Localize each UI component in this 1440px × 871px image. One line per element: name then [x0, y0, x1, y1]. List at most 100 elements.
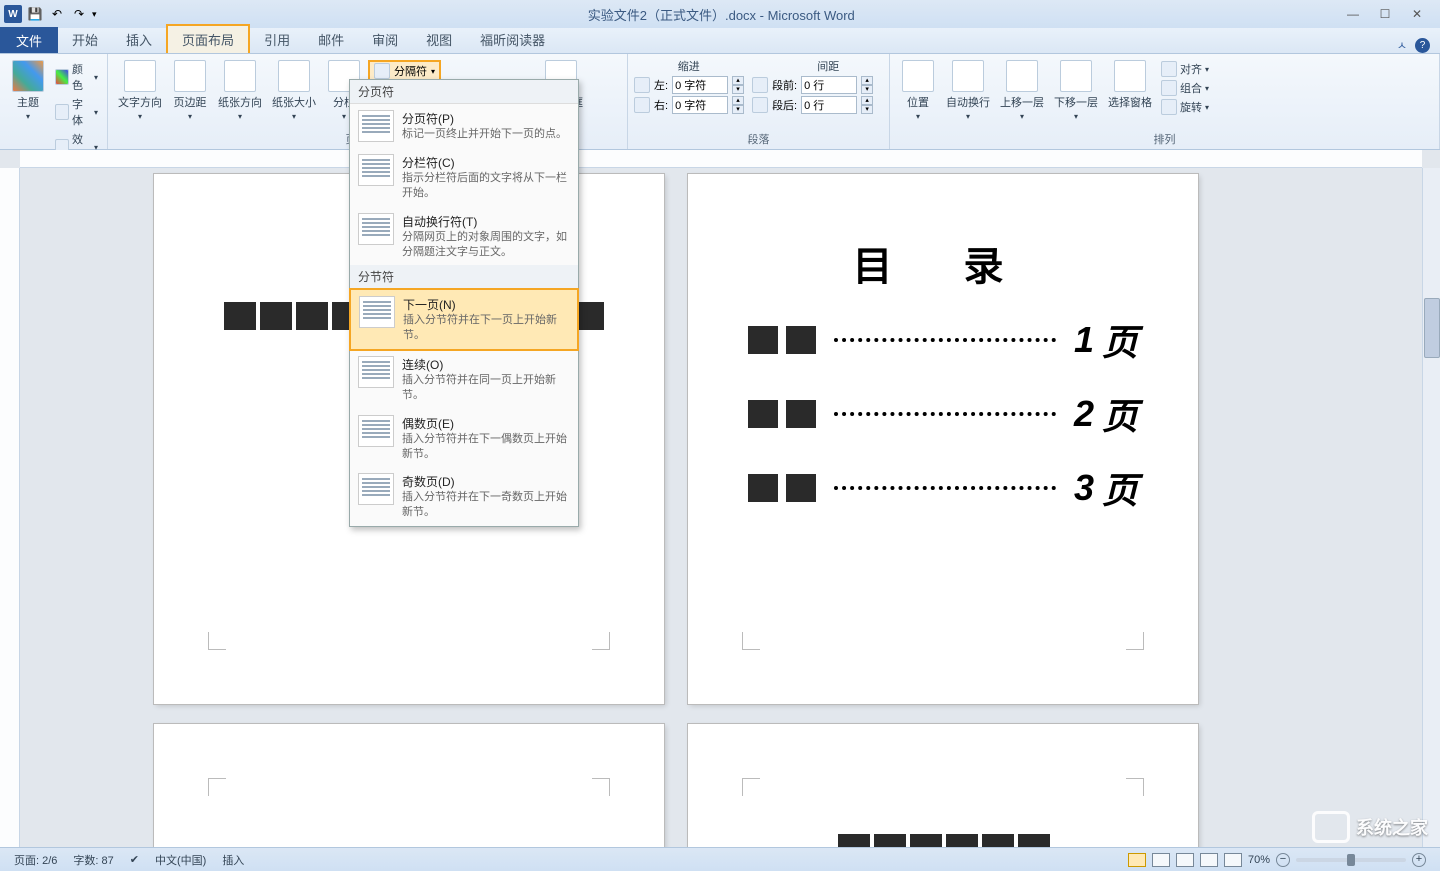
continuous-section-item[interactable]: 连续(O)插入分节符并在同一页上开始新节。: [350, 350, 578, 409]
odd-page-section-icon: [358, 473, 394, 505]
document-area: 目 录 1 页 2 页 3 页: [0, 150, 1440, 847]
wrap-text-button[interactable]: 自动换行▾: [942, 58, 994, 123]
web-layout-view-icon[interactable]: [1176, 853, 1194, 867]
align-icon: [1161, 61, 1177, 77]
page-break-icon: [358, 110, 394, 142]
zoom-slider[interactable]: [1296, 858, 1406, 862]
tab-home[interactable]: 开始: [58, 26, 112, 53]
group-paragraph: 缩进 间距 左:▴▾ 段前:▴▾ 右:▴▾ 段后:▴▾ 段落: [628, 54, 890, 149]
orientation-button[interactable]: 纸张方向▾: [214, 58, 266, 123]
horizontal-ruler[interactable]: [20, 150, 1422, 168]
zoom-in-button[interactable]: +: [1412, 853, 1426, 867]
position-button[interactable]: 位置▾: [896, 58, 940, 123]
tab-mailings[interactable]: 邮件: [304, 26, 358, 53]
margins-icon: [174, 60, 206, 92]
tab-view[interactable]: 视图: [412, 26, 466, 53]
margins-button[interactable]: 页边距▾: [168, 58, 212, 123]
spin-down[interactable]: ▾: [732, 85, 744, 94]
status-page[interactable]: 页面: 2/6: [6, 852, 65, 868]
print-layout-view-icon[interactable]: [1128, 853, 1146, 867]
zoom-out-button[interactable]: −: [1276, 853, 1290, 867]
indent-label: 缩进: [678, 58, 700, 74]
redo-icon[interactable]: ↷: [70, 5, 88, 23]
close-button[interactable]: ✕: [1410, 7, 1424, 21]
tab-references[interactable]: 引用: [250, 26, 304, 53]
document-page-2[interactable]: 目 录 1 页 2 页 3 页: [688, 174, 1198, 704]
selection-pane-button[interactable]: 选择窗格: [1104, 58, 1156, 112]
column-break-icon: [358, 154, 394, 186]
status-bar: 页面: 2/6 字数: 87 ✔ 中文(中国) 插入 70% − +: [0, 847, 1440, 871]
document-page-4[interactable]: [688, 724, 1198, 847]
bring-forward-icon: [1006, 60, 1038, 92]
text-wrapping-break-item[interactable]: 自动换行符(T)分隔网页上的对象周围的文字，如分隔题注文字与正文。: [350, 207, 578, 266]
toc-row-3: 3 页: [748, 462, 1138, 514]
bring-forward-button[interactable]: 上移一层▾: [996, 58, 1048, 123]
indent-left-field: 左:▴▾: [634, 76, 744, 94]
status-word-count[interactable]: 字数: 87: [65, 852, 121, 868]
zoom-slider-thumb[interactable]: [1347, 854, 1355, 866]
align-button[interactable]: 对齐▾: [1158, 60, 1212, 78]
document-page-3[interactable]: [154, 724, 664, 847]
toc-row-1: 1 页: [748, 314, 1138, 366]
outline-view-icon[interactable]: [1200, 853, 1218, 867]
scroll-thumb[interactable]: [1424, 298, 1440, 358]
group-button[interactable]: 组合▾: [1158, 79, 1212, 97]
spacing-before-input[interactable]: [801, 76, 857, 94]
vertical-ruler[interactable]: [0, 168, 20, 847]
dropdown-header-section-breaks: 分节符: [350, 265, 578, 289]
page-break-item[interactable]: 分页符(P)标记一页终止并开始下一页的点。: [350, 104, 578, 148]
indent-right-input[interactable]: [672, 96, 728, 114]
indent-right-icon: [634, 97, 650, 113]
tab-page-layout[interactable]: 页面布局: [166, 24, 250, 53]
draft-view-icon[interactable]: [1224, 853, 1242, 867]
tab-foxit[interactable]: 福昕阅读器: [466, 26, 559, 53]
group-label-paragraph: 段落: [634, 129, 883, 147]
column-break-item[interactable]: 分栏符(C)指示分栏符后面的文字将从下一栏开始。: [350, 148, 578, 207]
quick-access-toolbar: W 💾 ↶ ↷ ▾: [4, 5, 97, 23]
position-icon: [902, 60, 934, 92]
undo-icon[interactable]: ↶: [48, 5, 66, 23]
toc-title: 目 录: [748, 234, 1138, 292]
size-button[interactable]: 纸张大小▾: [268, 58, 320, 123]
continuous-section-icon: [358, 356, 394, 388]
status-mode[interactable]: 插入: [214, 852, 252, 868]
even-page-section-icon: [358, 415, 394, 447]
indent-left-input[interactable]: [672, 76, 728, 94]
selection-pane-icon: [1114, 60, 1146, 92]
fullscreen-reading-view-icon[interactable]: [1152, 853, 1170, 867]
help-icon[interactable]: ?: [1415, 38, 1430, 53]
file-tab[interactable]: 文件: [0, 27, 58, 53]
spacing-before-field: 段前:▴▾: [752, 76, 873, 94]
theme-fonts-button[interactable]: 字体▾: [52, 95, 101, 129]
odd-page-section-item[interactable]: 奇数页(D)插入分节符并在下一奇数页上开始新节。: [350, 467, 578, 526]
size-icon: [278, 60, 310, 92]
watermark-icon: [1312, 811, 1350, 843]
theme-colors-button[interactable]: 颜色▾: [52, 60, 101, 94]
spacing-after-input[interactable]: [801, 96, 857, 114]
rotate-button[interactable]: 旋转▾: [1158, 98, 1212, 116]
status-proofing-icon[interactable]: ✔: [122, 853, 147, 866]
ribbon-minimize-icon[interactable]: ㅅ: [1397, 37, 1407, 53]
orientation-icon: [224, 60, 256, 92]
send-backward-button[interactable]: 下移一层▾: [1050, 58, 1102, 123]
watermark-logo: 系统之家: [1312, 811, 1428, 843]
minimize-button[interactable]: —: [1346, 7, 1360, 21]
themes-button[interactable]: 主题 ▾: [6, 58, 50, 123]
next-page-section-item[interactable]: 下一页(N)插入分节符并在下一页上开始新节。: [349, 288, 579, 351]
group-theme: 主题 ▾ 颜色▾ 字体▾ 效果▾ 主题: [0, 54, 108, 149]
maximize-button[interactable]: ☐: [1378, 7, 1392, 21]
text-direction-button[interactable]: 文字方向▾: [114, 58, 166, 123]
zoom-level[interactable]: 70%: [1248, 854, 1270, 866]
even-page-section-item[interactable]: 偶数页(E)插入分节符并在下一偶数页上开始新节。: [350, 409, 578, 468]
themes-icon: [12, 60, 44, 92]
status-language[interactable]: 中文(中国): [147, 852, 214, 868]
window-controls: — ☐ ✕: [1346, 7, 1436, 21]
spin-up[interactable]: ▴: [732, 76, 744, 85]
vertical-scrollbar[interactable]: [1422, 168, 1440, 847]
breaks-icon: [374, 63, 390, 79]
tab-review[interactable]: 审阅: [358, 26, 412, 53]
dropdown-header-page-breaks: 分页符: [350, 80, 578, 104]
save-icon[interactable]: 💾: [26, 5, 44, 23]
tab-insert[interactable]: 插入: [112, 26, 166, 53]
rotate-icon: [1161, 99, 1177, 115]
